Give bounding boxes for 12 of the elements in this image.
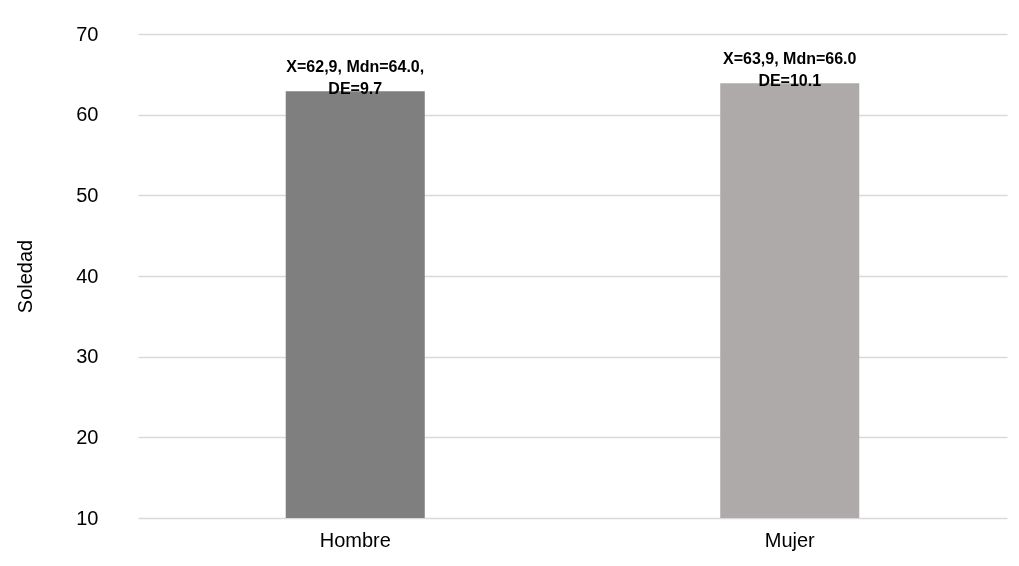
y-tick-label: 30 [76, 345, 99, 368]
y-tick-label: 60 [76, 103, 99, 126]
y-tick-label: 50 [76, 183, 99, 206]
y-tick-label: 40 [76, 264, 99, 287]
y-tick-label: 10 [76, 506, 99, 529]
data-label: X=63,9, Mdn=66.0 DE=10.1 [723, 50, 857, 90]
y-tick-label: 20 [76, 425, 99, 448]
x-tick-label: Mujer [764, 528, 816, 551]
y-axis-title: Soledad [14, 239, 37, 314]
y-tick-label: 70 [76, 22, 99, 45]
data-label: X=62,9, Mdn=64.0, DE=9.7 [286, 58, 425, 98]
x-tick-label: Hombre [319, 528, 391, 551]
